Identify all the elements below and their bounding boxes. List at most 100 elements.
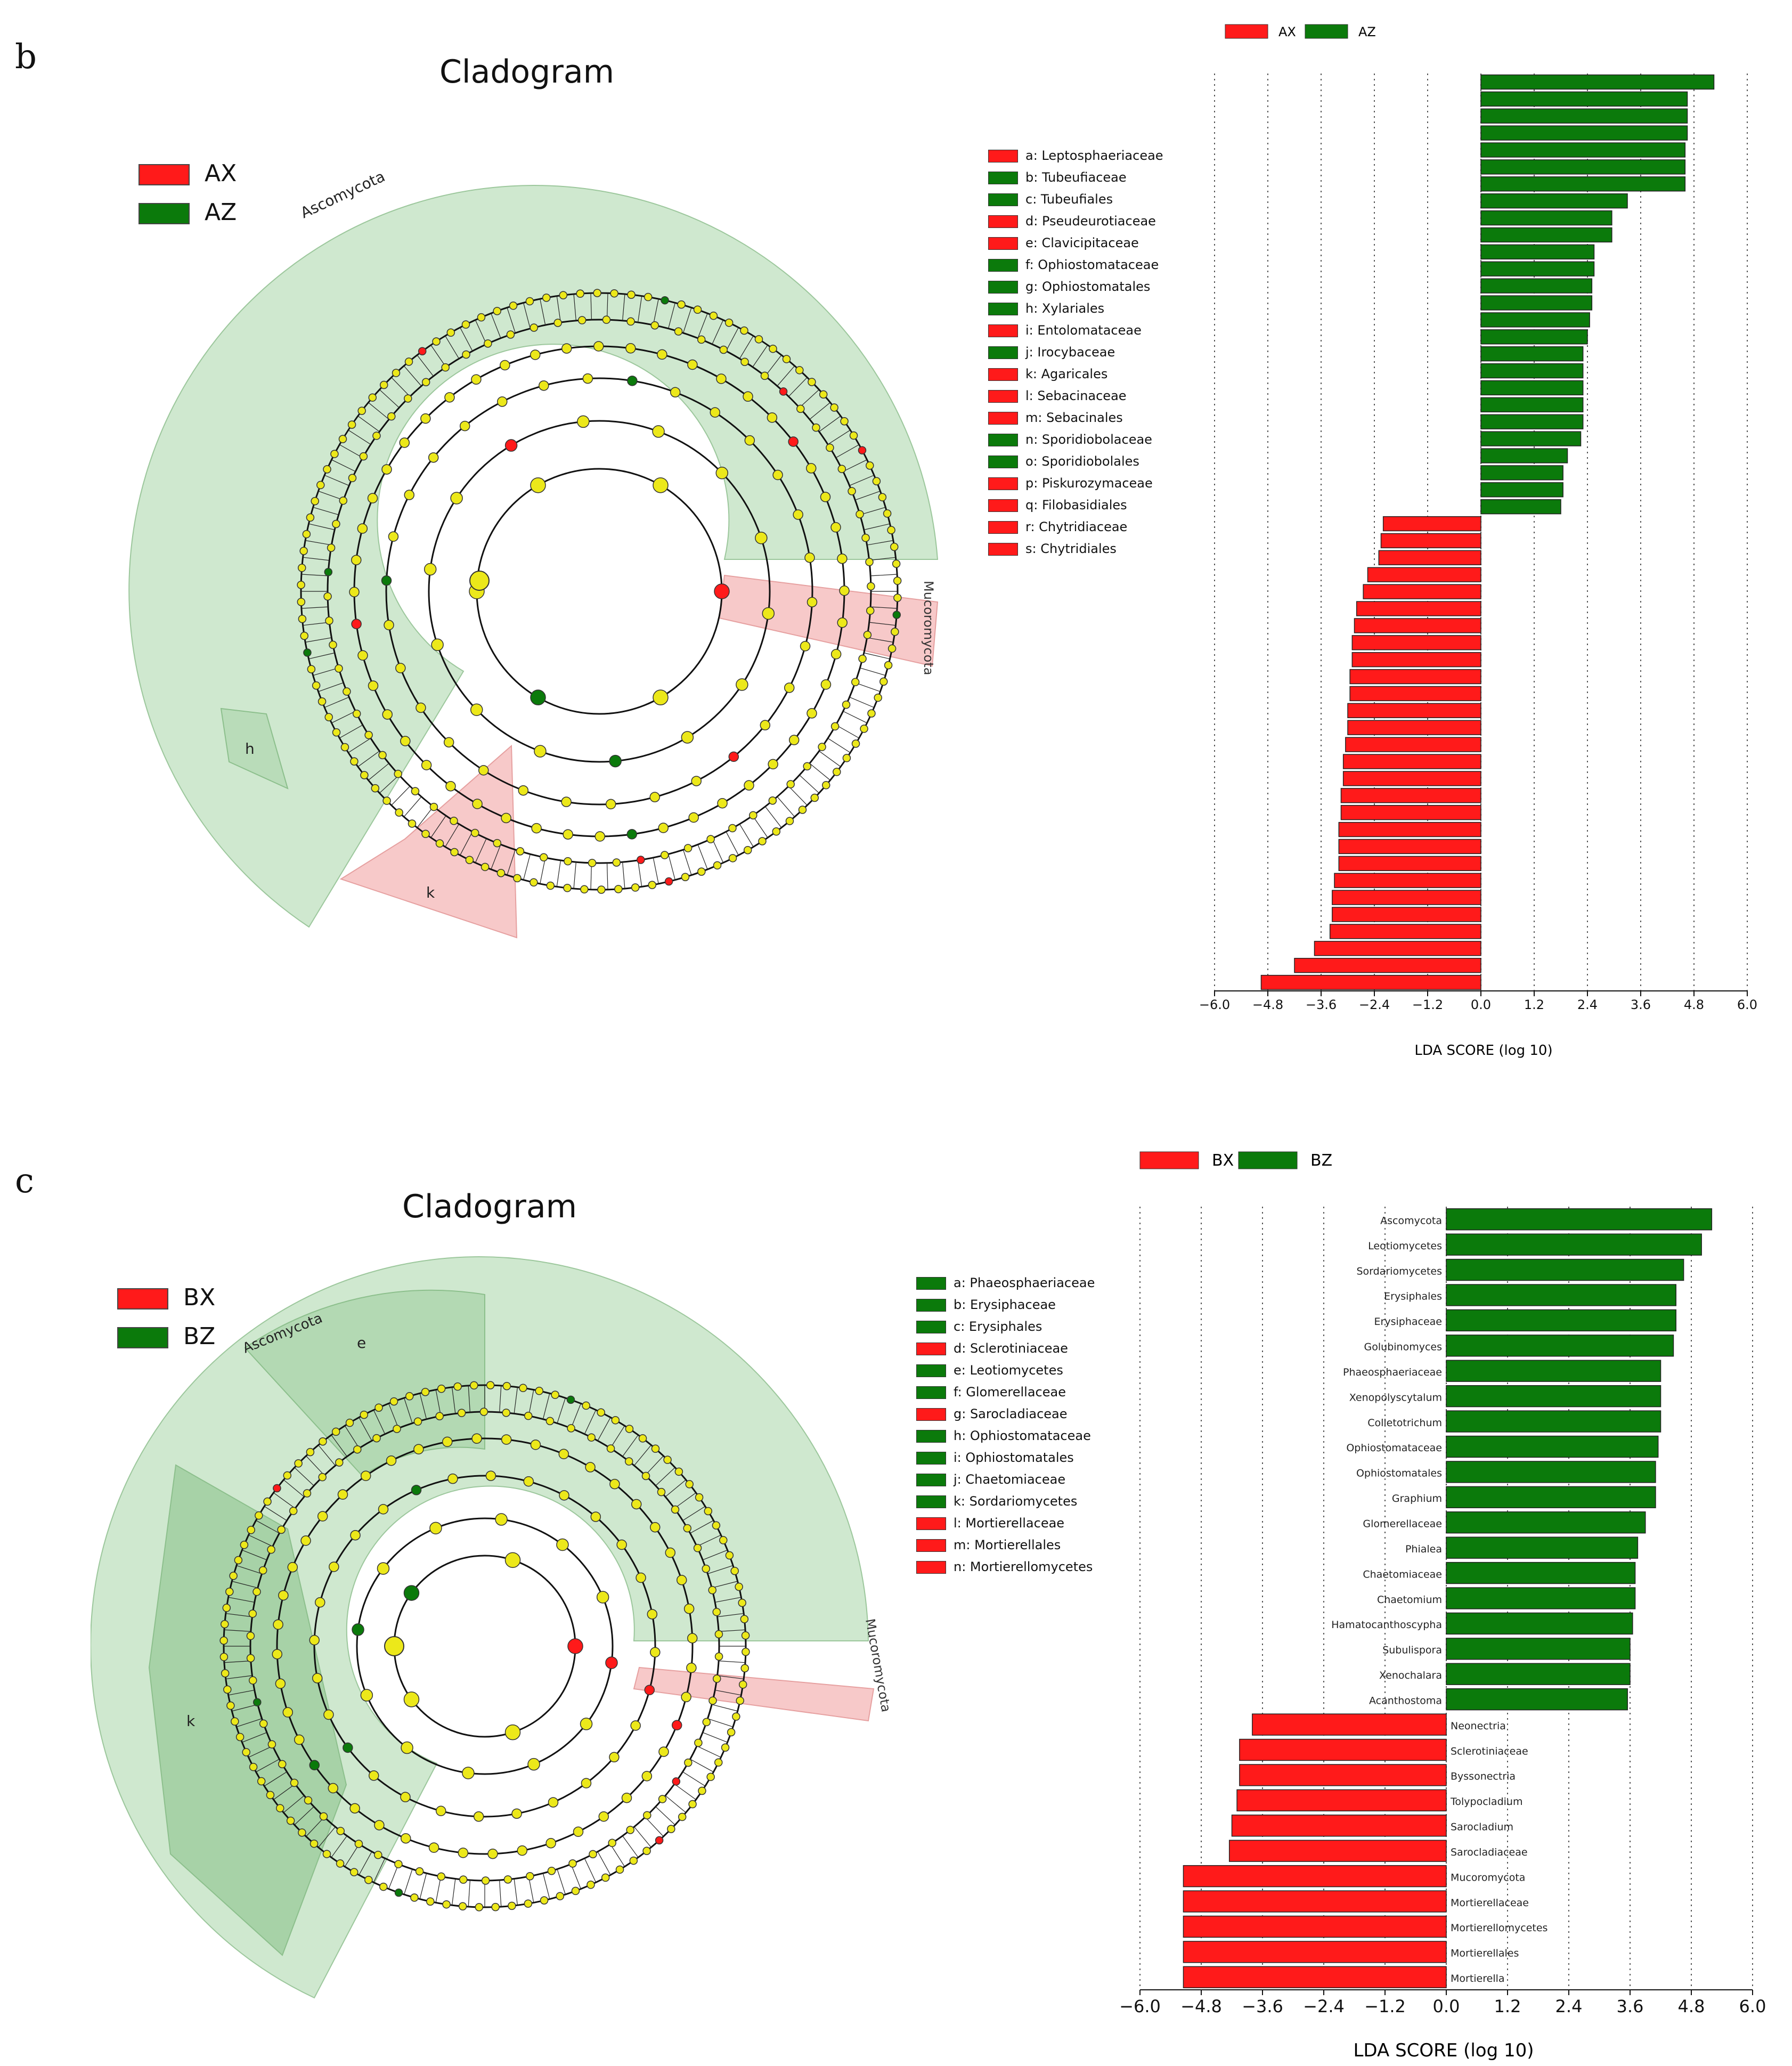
cladogram-node (625, 1425, 634, 1433)
cladogram-node (644, 292, 653, 302)
cladogram-node (473, 1811, 484, 1822)
cladogram-node (657, 349, 667, 360)
lda-bar-label: Subulispora (1382, 1645, 1442, 1656)
clade-label-e: e (357, 1334, 366, 1352)
cladogram-node (327, 543, 336, 552)
cladogram-node (462, 350, 470, 359)
cladogram-node (597, 1408, 605, 1417)
cladogram-node (719, 1536, 728, 1544)
cladogram-node (712, 1608, 721, 1616)
cladogram-node (612, 858, 621, 867)
cladogram-node (665, 1547, 676, 1558)
cladogram-node (394, 769, 402, 778)
cladogram-node (442, 1900, 451, 1909)
clade-key-entry: m: Sebacinales (988, 407, 1163, 429)
lda-bar-label: Ascomycota (1380, 1215, 1442, 1226)
cladogram-branch (715, 1597, 742, 1603)
cladogram-node (248, 1609, 257, 1618)
cladogram-node (681, 873, 690, 881)
cladogram-branch (528, 1389, 534, 1416)
cladogram-branch (318, 1826, 336, 1848)
cladogram-branch (242, 1732, 267, 1743)
cladogram-node (758, 837, 767, 845)
cladogram-node (534, 745, 547, 758)
cladogram-node (475, 1903, 484, 1912)
cladogram-branch (491, 313, 501, 338)
lda-bar-label: Sordariomycetes (1356, 1265, 1442, 1277)
cladogram-node (883, 509, 892, 518)
cladogram-branch (637, 860, 642, 887)
cladogram-node (368, 1770, 379, 1781)
panel-letter-c: c (15, 1161, 34, 1201)
cladogram-node (323, 592, 332, 601)
lda-bar (1480, 295, 1593, 311)
cladogram-branch (232, 1581, 258, 1589)
cladogram-node (225, 1588, 234, 1596)
cladogram-branch (305, 540, 332, 546)
lda-bar (1480, 448, 1568, 463)
cladogram-node (382, 796, 391, 805)
lda-bar-label: Phaeosphaeriaceae (1343, 1367, 1442, 1378)
cladogram-node (728, 824, 737, 833)
cladogram-node (294, 1734, 305, 1745)
cladogram-branch (702, 1550, 728, 1560)
cladogram-branch (379, 389, 400, 408)
cladogram-branch (653, 857, 659, 884)
cladogram-branch (391, 786, 410, 806)
cladogram-branch (864, 652, 890, 660)
cladogram-branch (655, 1467, 675, 1486)
clade-key-label: n: Sporidiobolaceae (1025, 432, 1152, 447)
x-tick-label: −2.4 (1303, 1996, 1345, 2016)
cladogram-node (762, 607, 775, 620)
x-tick-label: 1.2 (1524, 997, 1544, 1012)
cladogram-branch (712, 320, 724, 345)
clade-key-entry: a: Phaeosphaeriaceae (916, 1272, 1095, 1294)
cladogram-branch (224, 1661, 251, 1663)
cladogram-node (647, 1609, 658, 1620)
cladogram-node (540, 1896, 549, 1905)
cladogram-branch (301, 574, 328, 576)
cladogram-node (229, 1572, 238, 1580)
cladogram-node (246, 1631, 255, 1640)
cladogram-branch (674, 1784, 696, 1800)
clade-key-swatch (988, 237, 1018, 250)
cladogram-branch (622, 1435, 639, 1457)
cladogram-node (688, 1800, 697, 1809)
cladogram-branch (715, 1689, 742, 1696)
clade-key-label: k: Agaricales (1025, 367, 1108, 381)
cladogram-node (226, 1701, 235, 1710)
clade-key-swatch (988, 477, 1018, 490)
cladogram-node (658, 1746, 669, 1757)
legend-label-az: AZ (205, 199, 237, 226)
cladogram-node (714, 583, 730, 599)
cladogram-node (472, 799, 483, 809)
cladogram-node (641, 1471, 650, 1481)
x-tick-label: 6.0 (1737, 997, 1757, 1012)
cladogram-node (606, 1444, 615, 1453)
cladogram-node (658, 1795, 667, 1803)
lda-bar (1329, 924, 1481, 939)
cladogram-node (450, 817, 458, 825)
cladogram-node (649, 792, 660, 802)
lda-bar (1252, 1713, 1447, 1736)
cladogram-branch (855, 491, 881, 501)
cladogram-node (686, 1662, 697, 1673)
cladogram-node (553, 319, 562, 327)
cladogram-node (504, 439, 518, 452)
lda-bar (1351, 635, 1481, 650)
cladogram-node (807, 708, 817, 719)
cladogram-node (786, 780, 795, 788)
cladogram-node (611, 1416, 620, 1425)
cladogram-node (297, 598, 306, 606)
cladogram-node (684, 1758, 693, 1767)
clade-key-c: a: Phaeosphaeriaceae b: Erysiphaceae c: … (916, 1272, 1095, 1578)
cladogram-node (630, 1720, 641, 1731)
cladogram-node (318, 1473, 327, 1482)
cladogram-node (567, 1424, 575, 1433)
cladogram-node (872, 477, 881, 485)
cladogram-node (429, 1522, 442, 1535)
lda-legend-swatch-az (1305, 24, 1348, 39)
clade-key-entry: n: Sporidiobolaceae (988, 429, 1163, 451)
cladogram-branch (860, 668, 886, 676)
cladogram-node (582, 1401, 590, 1410)
